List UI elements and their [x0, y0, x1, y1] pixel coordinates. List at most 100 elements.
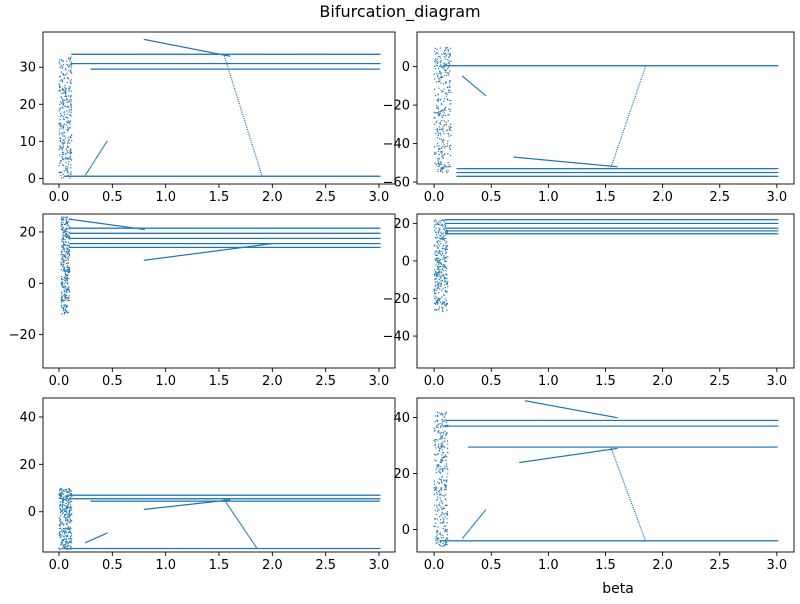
data-point — [234, 88, 235, 89]
data-point — [63, 144, 64, 145]
data-point — [61, 160, 62, 161]
data-point — [247, 129, 248, 130]
data-point — [224, 58, 225, 59]
data-point — [61, 93, 62, 94]
branch-points — [611, 66, 646, 167]
data-point — [237, 99, 238, 100]
data-point — [616, 166, 617, 167]
data-point — [627, 119, 628, 120]
data-point — [59, 83, 60, 84]
data-point — [69, 143, 70, 144]
data-point — [245, 122, 246, 123]
data-point — [447, 98, 448, 99]
data-point — [438, 163, 439, 164]
data-point — [449, 87, 450, 88]
data-point — [63, 64, 64, 65]
data-point — [629, 113, 630, 114]
data-point — [243, 116, 244, 117]
y-tick-label: 10 — [19, 135, 36, 150]
data-point — [438, 81, 439, 82]
data-point — [637, 90, 638, 91]
data-point — [450, 54, 451, 55]
data-point — [434, 78, 435, 79]
data-point — [93, 162, 94, 163]
data-point — [259, 168, 260, 169]
data-point — [59, 119, 60, 120]
data-point — [64, 141, 65, 142]
data-point — [630, 109, 631, 110]
data-point — [446, 170, 447, 171]
data-point — [68, 163, 69, 164]
data-point — [448, 114, 449, 115]
data-point — [642, 75, 643, 76]
data-point — [61, 98, 62, 99]
x-tick-label: 0.5 — [102, 190, 123, 205]
data-point — [244, 120, 245, 121]
data-point — [445, 146, 446, 147]
data-point — [438, 99, 439, 100]
data-point — [104, 144, 105, 145]
data-point — [60, 126, 61, 127]
data-point — [450, 166, 451, 167]
branch-points — [456, 172, 778, 173]
branch-points — [64, 176, 381, 177]
data-point — [60, 146, 61, 147]
data-point — [450, 149, 451, 150]
data-point — [441, 148, 442, 149]
data-point — [62, 73, 63, 74]
data-point — [70, 101, 71, 102]
data-point — [444, 112, 445, 113]
data-point — [61, 102, 62, 103]
data-point — [446, 166, 447, 167]
data-point — [233, 86, 234, 87]
data-point — [378, 233, 380, 234]
data-point — [442, 126, 443, 127]
data-point — [449, 61, 450, 62]
data-point — [71, 79, 72, 80]
branch-points — [456, 176, 778, 177]
data-point — [449, 100, 450, 101]
data-point — [58, 90, 59, 91]
data-point — [437, 61, 438, 62]
data-point — [62, 152, 63, 153]
data-point — [70, 156, 71, 157]
data-point — [102, 148, 103, 149]
data-point — [60, 140, 61, 141]
data-point — [68, 120, 69, 121]
data-point — [64, 132, 65, 133]
data-point — [67, 175, 68, 176]
x-tick-label: 1.0 — [155, 190, 176, 205]
data-point — [61, 106, 62, 107]
data-point — [241, 112, 242, 113]
data-point — [69, 123, 70, 124]
data-point — [69, 86, 70, 87]
data-point — [99, 153, 100, 154]
data-point — [447, 146, 448, 147]
branch-points — [71, 63, 380, 64]
data-point — [436, 100, 437, 101]
x-tick-label: 2.0 — [652, 190, 673, 205]
data-point — [256, 159, 257, 160]
data-point — [438, 94, 439, 95]
data-point — [65, 166, 66, 167]
data-point — [437, 143, 438, 144]
data-point — [448, 108, 449, 109]
data-point — [447, 114, 448, 115]
data-point — [70, 72, 71, 73]
data-point — [63, 128, 64, 129]
data-point — [68, 161, 69, 162]
data-point — [434, 61, 435, 62]
data-point — [60, 123, 61, 124]
data-point — [442, 157, 443, 158]
data-point — [70, 105, 71, 106]
data-point — [436, 112, 437, 113]
data-point — [443, 131, 444, 132]
data-point — [70, 153, 71, 154]
data-point — [67, 152, 68, 153]
data-point — [71, 99, 72, 100]
data-point — [66, 102, 67, 103]
y-tick-label: −20 — [383, 99, 410, 114]
data-point — [59, 129, 60, 130]
branch-points — [90, 69, 380, 70]
data-point — [776, 65, 778, 66]
